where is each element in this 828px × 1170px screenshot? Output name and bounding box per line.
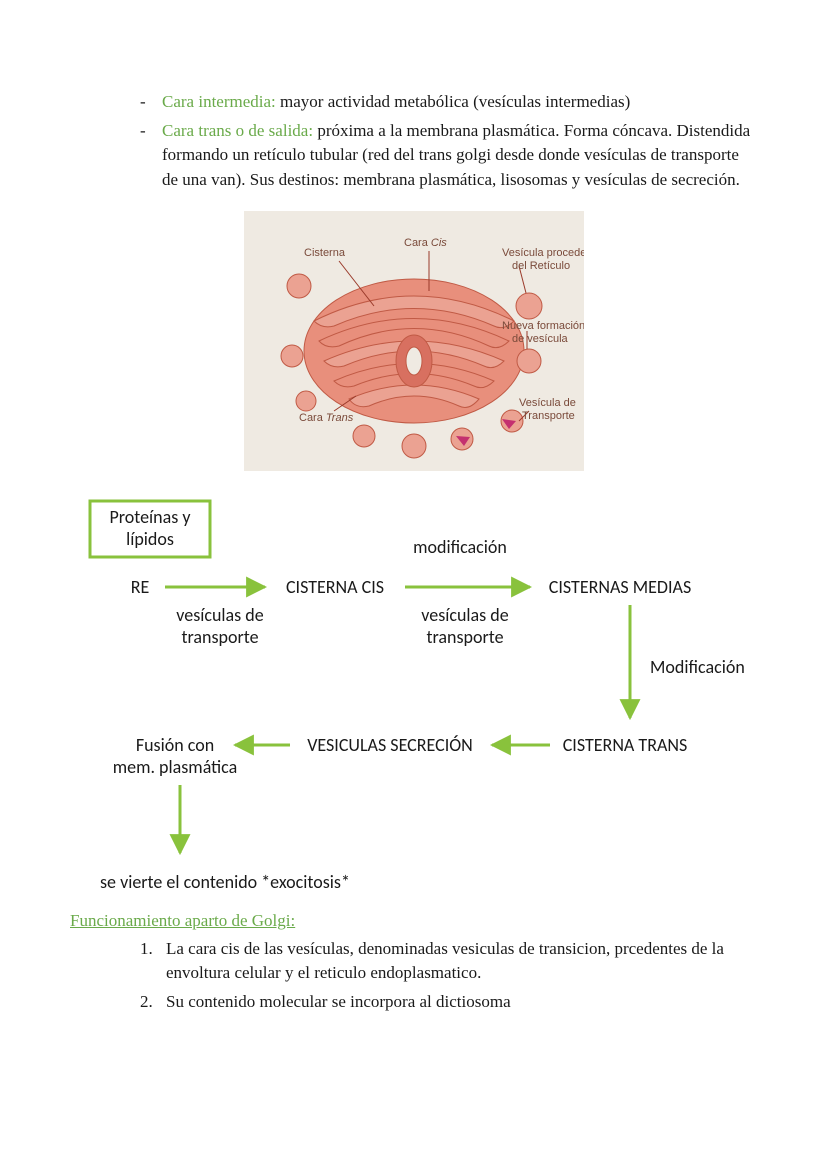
num-body: La cara cis de las vesículas, denominada… <box>166 937 758 986</box>
label-nueva2: de vesícula <box>512 333 569 345</box>
label-ves1a: vesículas de <box>176 604 263 626</box>
bullet-item: - Cara trans o de salida: próxima a la m… <box>140 119 758 193</box>
num-mark: 1. <box>140 937 166 986</box>
node-fus1: Fusión con <box>136 734 214 756</box>
bullet-body: Cara trans o de salida: próxima a la mem… <box>162 119 758 193</box>
page: - Cara intermedia: mayor actividad metab… <box>0 0 828 1058</box>
bullet-dash: - <box>140 119 162 193</box>
bullet-dash: - <box>140 90 162 115</box>
node-trans: CISTERNA TRANS <box>563 734 688 756</box>
golgi-body <box>304 279 524 423</box>
label-ves2a: vesículas de <box>421 604 508 626</box>
node-exo: se vierte el contenido *exocitosis* <box>100 871 350 893</box>
node-secr: VESICULAS SECRECIÓN <box>307 734 473 756</box>
label-ves1b: transporte <box>181 626 258 648</box>
label-ves-tr2: Transporte <box>522 410 575 422</box>
label-nueva1: Nueva formación <box>502 320 584 332</box>
node-cis: CISTERNA CIS <box>286 576 384 598</box>
label-cara-trans: Cara Trans <box>299 412 354 424</box>
node-medias: CISTERNAS MEDIAS <box>549 576 691 598</box>
bullet-label: Cara intermedia: <box>162 92 276 111</box>
box-line1: Proteínas y <box>109 506 191 528</box>
node-re: RE <box>131 576 150 598</box>
label-mod-right: Modificación <box>650 656 745 678</box>
bullet-label: Cara trans o de salida: <box>162 121 313 140</box>
bullet-body: Cara intermedia: mayor actividad metaból… <box>162 90 758 115</box>
node-fus2: mem. plasmática <box>113 756 238 778</box>
section-title: Funcionamiento aparto de Golgi: <box>70 911 758 931</box>
flow-diagram: Proteínas y lípidos RE CISTERNA CIS CIST… <box>70 493 760 893</box>
label-ves-ret2: del Retículo <box>512 260 570 272</box>
bullet-text: mayor actividad metabólica (vesículas in… <box>276 92 631 111</box>
list-item: 1. La cara cis de las vesículas, denomin… <box>140 937 758 986</box>
label-cara-cis: Cara Cis <box>404 237 447 249</box>
label-ves-ret1: Vesícula procedente <box>502 247 584 259</box>
label-ves2b: transporte <box>426 626 503 648</box>
num-body: Su contenido molecular se incorpora al d… <box>166 990 758 1015</box>
label-mod-top: modificación <box>413 536 507 558</box>
box-line2: lípidos <box>126 528 174 550</box>
label-ves-tr1: Vesícula de <box>519 397 576 409</box>
label-cisterna: Cisterna <box>304 247 346 259</box>
num-mark: 2. <box>140 990 166 1015</box>
list-item: 2. Su contenido molecular se incorpora a… <box>140 990 758 1015</box>
bullet-list: - Cara intermedia: mayor actividad metab… <box>140 90 758 193</box>
bullet-item: - Cara intermedia: mayor actividad metab… <box>140 90 758 115</box>
golgi-illustration: Cisterna Cara Cis Vesícula procedente de… <box>244 211 584 471</box>
numbered-list: 1. La cara cis de las vesículas, denomin… <box>140 937 758 1015</box>
